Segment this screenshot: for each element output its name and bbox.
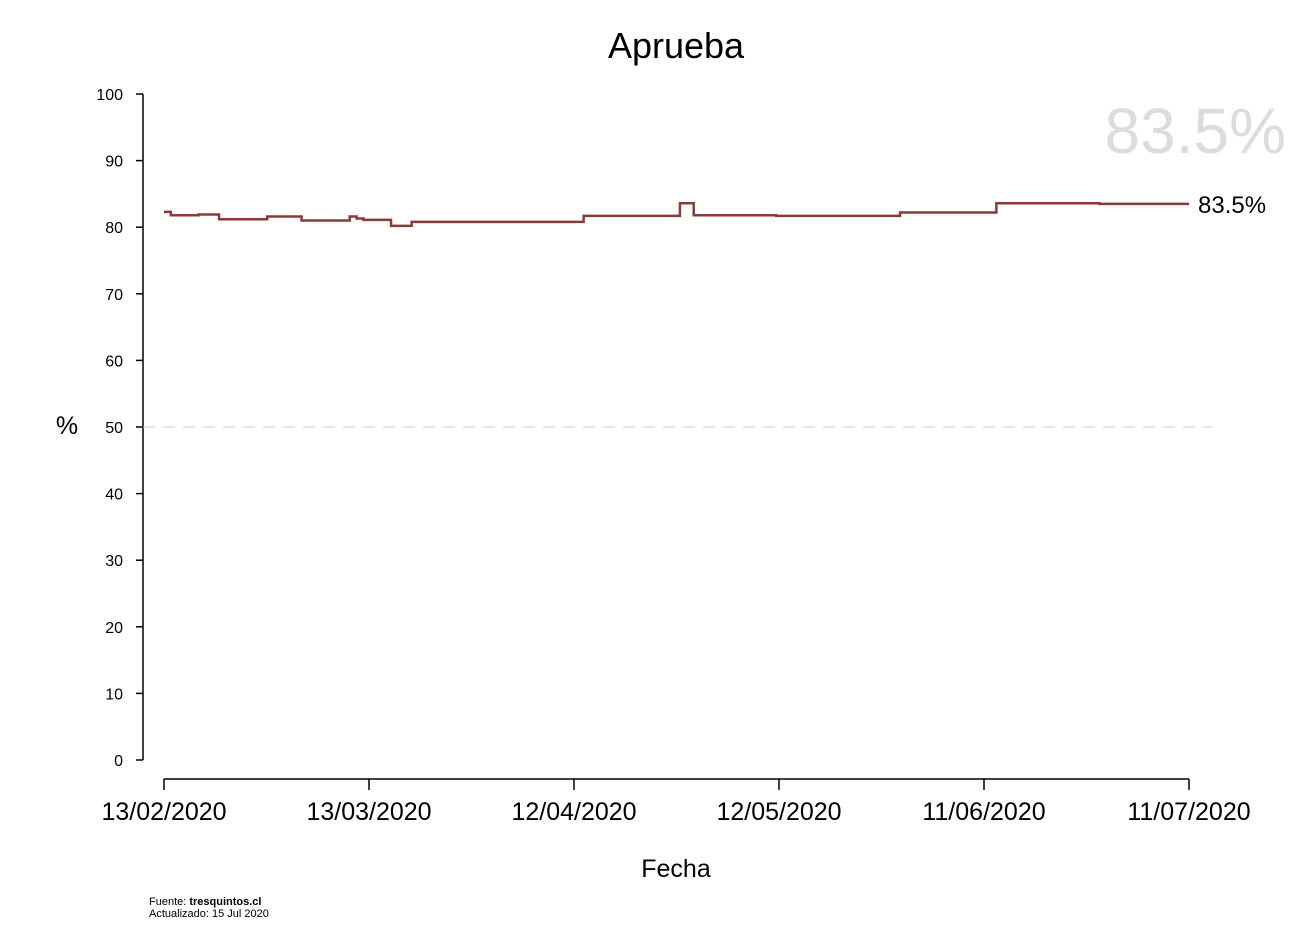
updated-line: Actualizado: 15 Jul 2020 — [149, 908, 269, 920]
y-tick-label: 60 — [105, 353, 123, 370]
series-line-aprueba — [164, 201, 1189, 228]
x-ticks: 13/02/2020 13/03/2020 12/04/2020 12/05/2020… — [101, 779, 1251, 826]
y-axis-label: % — [56, 412, 78, 440]
end-value-label: 83.5% — [1198, 192, 1266, 219]
y-tick-label: 70 — [105, 287, 123, 304]
y-tick-label: 50 — [105, 420, 123, 437]
chart-title: Aprueba — [608, 25, 745, 66]
y-tick-label: 90 — [105, 154, 123, 171]
y-tick-label: 30 — [105, 553, 123, 570]
footer: Fuente: tresquintos.cl Actualizado: 15 J… — [149, 896, 269, 920]
y-tick-label: 0 — [114, 753, 123, 770]
y-tick-label: 80 — [105, 220, 123, 237]
y-tick-label: 100 — [96, 87, 123, 104]
x-tick-label: 13/02/2020 — [101, 798, 226, 826]
x-tick-label: 11/06/2020 — [922, 798, 1045, 826]
y-tick-label: 20 — [105, 620, 123, 637]
y-tick-label: 10 — [105, 686, 123, 703]
big-value-label: 83.5% — [1105, 95, 1286, 167]
source-link[interactable]: tresquintos.cl — [189, 896, 262, 908]
x-tick-label: 11/07/2020 — [1127, 798, 1250, 826]
source-line: Fuente: tresquintos.cl — [149, 896, 269, 908]
x-tick-label: 13/03/2020 — [306, 798, 431, 826]
x-tick-label: 12/04/2020 — [511, 798, 636, 826]
y-tick-label: 40 — [105, 487, 123, 504]
x-tick-label: 12/05/2020 — [716, 798, 841, 826]
x-axis-label: Fecha — [641, 855, 711, 883]
y-ticks: 0 10 20 30 40 50 60 70 80 90 100 — [96, 87, 143, 770]
source-prefix: Fuente: — [149, 896, 190, 908]
